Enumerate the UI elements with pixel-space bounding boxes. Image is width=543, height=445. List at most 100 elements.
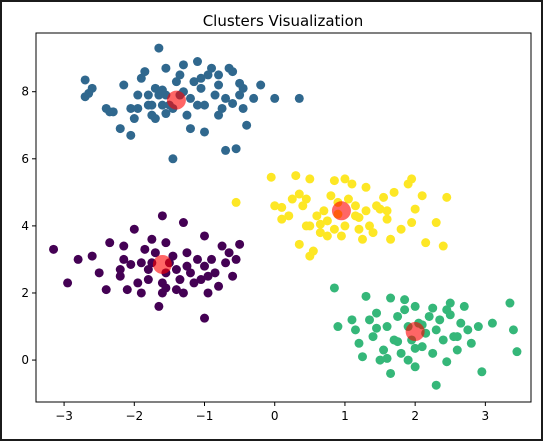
cluster-4-point — [372, 308, 382, 318]
cluster-1-point — [200, 127, 210, 137]
cluster-3-point — [143, 275, 153, 285]
cluster-2-point — [375, 204, 385, 214]
cluster-3-point — [119, 254, 129, 264]
cluster-3-point — [171, 285, 181, 295]
cluster-3-point — [182, 248, 192, 258]
cluster-2-point — [382, 206, 392, 216]
cluster-1-point — [203, 70, 213, 80]
cluster-2-point — [298, 201, 308, 211]
cluster-3-point — [115, 264, 125, 274]
cluster-4-point — [357, 352, 367, 362]
cluster-2-point — [326, 191, 336, 201]
x-tick-label: −3 — [55, 409, 73, 423]
cluster-4-point — [333, 322, 343, 332]
cluster-2-point — [343, 194, 353, 204]
cluster-1-point — [87, 83, 97, 93]
cluster-1-point — [235, 90, 245, 100]
cluster-1-point — [221, 93, 231, 103]
cluster-1-point — [231, 144, 241, 154]
axes-frame — [35, 32, 532, 403]
cluster-2-point — [308, 246, 318, 256]
cluster-4-point — [329, 283, 339, 293]
cluster-2-point — [431, 218, 441, 228]
cluster-3-point — [133, 278, 143, 288]
cluster-1-point — [157, 100, 167, 110]
cluster-2-point — [336, 231, 346, 241]
cluster-2-point — [329, 176, 339, 186]
cluster-2-point — [382, 214, 392, 224]
cluster-2-point — [361, 206, 371, 216]
cluster-4-point — [347, 315, 357, 325]
cluster-2-point — [389, 187, 399, 197]
cluster-2-point — [329, 224, 339, 234]
cluster-3-point — [224, 248, 234, 258]
cluster-4-point — [403, 355, 413, 365]
cluster-4-point — [350, 325, 360, 335]
cluster-1-point — [217, 103, 227, 113]
cluster-1-point — [189, 77, 199, 87]
cluster-3-point — [122, 285, 132, 295]
cluster-2-point — [350, 201, 360, 211]
cluster-3-point — [73, 254, 83, 264]
cluster-1-point — [185, 124, 195, 134]
cluster-1-point — [238, 103, 248, 113]
cluster-1-point — [147, 110, 157, 120]
cluster-2-point — [368, 228, 378, 238]
cluster-2-point — [291, 171, 301, 181]
cluster-4-point — [379, 345, 389, 355]
cluster-1-point — [133, 103, 143, 113]
cluster-2-point — [354, 224, 364, 234]
cluster-1-point — [150, 83, 160, 93]
cluster-4-point — [428, 348, 438, 358]
cluster-1-point — [154, 43, 164, 53]
cluster-4-point — [473, 322, 483, 332]
cluster-4-point — [386, 293, 396, 303]
cluster-4-point — [431, 380, 441, 390]
cluster-1-point — [115, 124, 125, 134]
cluster-3-point — [192, 254, 202, 264]
cluster-4-point — [438, 335, 448, 345]
cluster-2-point — [322, 216, 332, 226]
cluster-4-point — [410, 301, 420, 311]
x-tick-label: 3 — [482, 409, 490, 423]
cluster-3-point — [207, 254, 217, 264]
x-tick-label: 0 — [271, 409, 279, 423]
cluster-3-point — [200, 313, 210, 323]
cluster-3-point — [228, 271, 238, 281]
cluster-1-point — [196, 73, 206, 83]
cluster-1-point — [256, 80, 266, 90]
plot-area: −3 −2 −1 0 1 2 3 0 2 4 6 8 — [21, 32, 532, 423]
cluster-3-point — [185, 268, 195, 278]
cluster-4-point — [466, 338, 476, 348]
cluster-1-point — [294, 93, 304, 103]
y-tick-label: 0 — [21, 353, 29, 367]
cluster-1-point — [207, 63, 217, 73]
cluster-3-point — [94, 268, 104, 278]
cluster-2-point — [315, 219, 325, 229]
cluster-3-point — [147, 234, 157, 244]
cluster-1-point — [161, 109, 171, 119]
cluster-1-point — [168, 154, 178, 164]
cluster-4-point — [361, 291, 371, 301]
cluster-1-point — [249, 93, 259, 103]
cluster-center-marker — [152, 254, 172, 274]
cluster-3-point — [196, 275, 206, 285]
y-tick-label: 4 — [21, 219, 29, 233]
cluster-3-point — [87, 251, 97, 261]
cluster-4-point — [368, 332, 378, 342]
cluster-3-point — [221, 258, 231, 268]
cluster-4-point — [459, 301, 469, 311]
cluster-4-point — [442, 357, 452, 367]
cluster-2-point — [287, 194, 297, 204]
cluster-3-point — [171, 264, 181, 274]
cluster-3-point — [200, 261, 210, 271]
x-tick-label: 1 — [341, 409, 349, 423]
cluster-1-point — [108, 107, 118, 117]
cluster-2-point — [340, 174, 350, 184]
cluster-2-point — [354, 213, 364, 222]
cluster-3-point — [136, 288, 146, 298]
x-tick-label: −2 — [125, 409, 143, 423]
cluster-2-point — [347, 179, 357, 189]
cluster-2-point — [315, 228, 325, 238]
cluster-4-point — [452, 332, 462, 342]
